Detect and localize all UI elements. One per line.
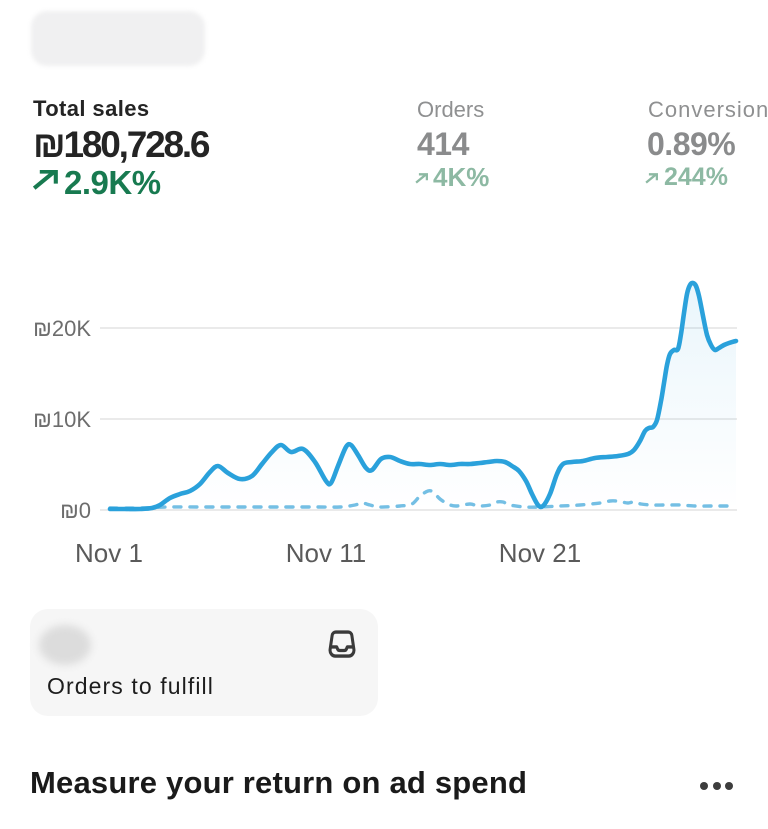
svg-text:₪10K: ₪10K (33, 407, 91, 432)
svg-text:₪0: ₪0 (60, 498, 91, 523)
svg-text:Nov 21: Nov 21 (499, 538, 581, 568)
svg-text:Nov 1: Nov 1 (75, 538, 143, 568)
svg-text:Nov 11: Nov 11 (286, 538, 366, 568)
svg-text:₪20K: ₪20K (33, 316, 91, 341)
